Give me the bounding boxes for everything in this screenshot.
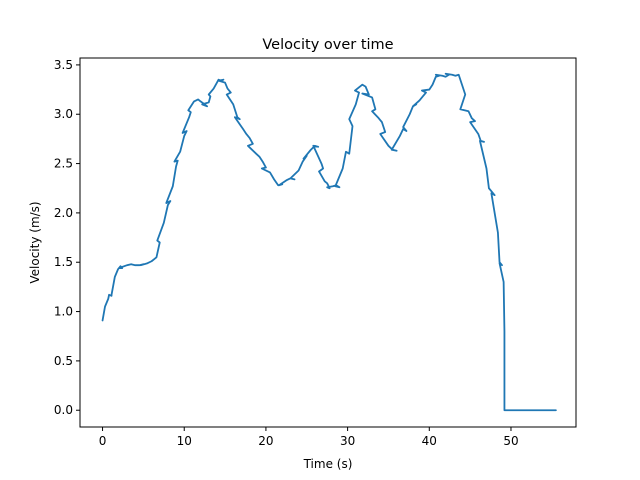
y-tick-label: 3.5 bbox=[54, 58, 73, 72]
plot-area bbox=[79, 57, 577, 428]
y-axis-ticks: 0.0 0.5 1.0 1.5 2.0 2.5 3.0 3.5 bbox=[54, 58, 80, 417]
velocity-series-line bbox=[101, 72, 557, 412]
y-tick-label: 2.5 bbox=[54, 157, 73, 171]
x-tick-label: 40 bbox=[422, 434, 437, 448]
y-tick-label: 0.0 bbox=[54, 403, 73, 417]
y-tick-label: 0.5 bbox=[54, 354, 73, 368]
x-tick-label: 20 bbox=[258, 434, 273, 448]
y-tick-label: 1.5 bbox=[54, 255, 73, 269]
y-axis-label: Velocity (m/s) bbox=[28, 201, 42, 283]
x-tick-label: 30 bbox=[340, 434, 355, 448]
x-axis-ticks: 0 10 20 30 40 50 bbox=[99, 427, 519, 448]
y-tick-label: 1.0 bbox=[54, 305, 73, 319]
chart-title: Velocity over time bbox=[262, 37, 393, 53]
x-tick-label: 50 bbox=[503, 434, 518, 448]
plot-background bbox=[80, 58, 576, 427]
y-tick-label: 2.0 bbox=[54, 206, 73, 220]
x-tick-label: 0 bbox=[99, 434, 107, 448]
x-tick-label: 10 bbox=[177, 434, 192, 448]
axes-frame bbox=[79, 57, 577, 428]
y-tick-label: 3.0 bbox=[54, 107, 73, 121]
x-axis-label: Time (s) bbox=[303, 457, 353, 471]
